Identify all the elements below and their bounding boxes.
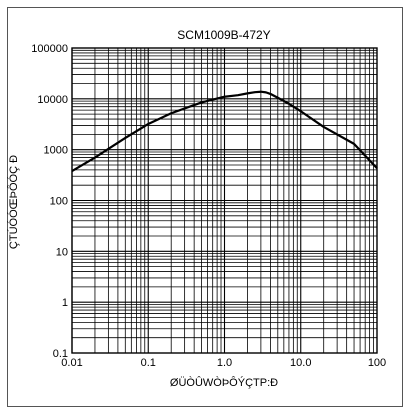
chart-title: SCM1009B-472Y	[177, 28, 270, 42]
series-group	[71, 90, 378, 172]
tick-labels: 0.01 0.1 1.0 10.0 1000.111010010001000010000…	[31, 43, 386, 369]
plot-border	[71, 47, 378, 354]
x-tick-label: 0.1	[141, 357, 156, 369]
x-tick-label: 10.0	[290, 357, 311, 369]
y-tick-label: 1000	[44, 145, 68, 157]
grid	[71, 48, 377, 354]
impedance-curve	[71, 90, 378, 172]
y-tick-label: 0.1	[53, 348, 68, 360]
x-tick-label: 100	[368, 357, 386, 369]
y-tick-label: 100000	[31, 43, 68, 55]
x-tick-label: 1.0	[217, 357, 232, 369]
y-tick-label: 1	[62, 297, 68, 309]
x-axis-label: ØÜÒÛWÒÞÔÝÇTP:Ð	[170, 376, 278, 389]
y-tick-label: 10	[56, 246, 68, 258]
y-tick-label: 100	[50, 196, 68, 208]
x-tick-label: 0.01	[61, 357, 82, 369]
y-axis-label: ÇTÚÓÓŒÞÔÓÇ Ð	[7, 155, 20, 249]
y-tick-label: 10000	[37, 94, 68, 106]
